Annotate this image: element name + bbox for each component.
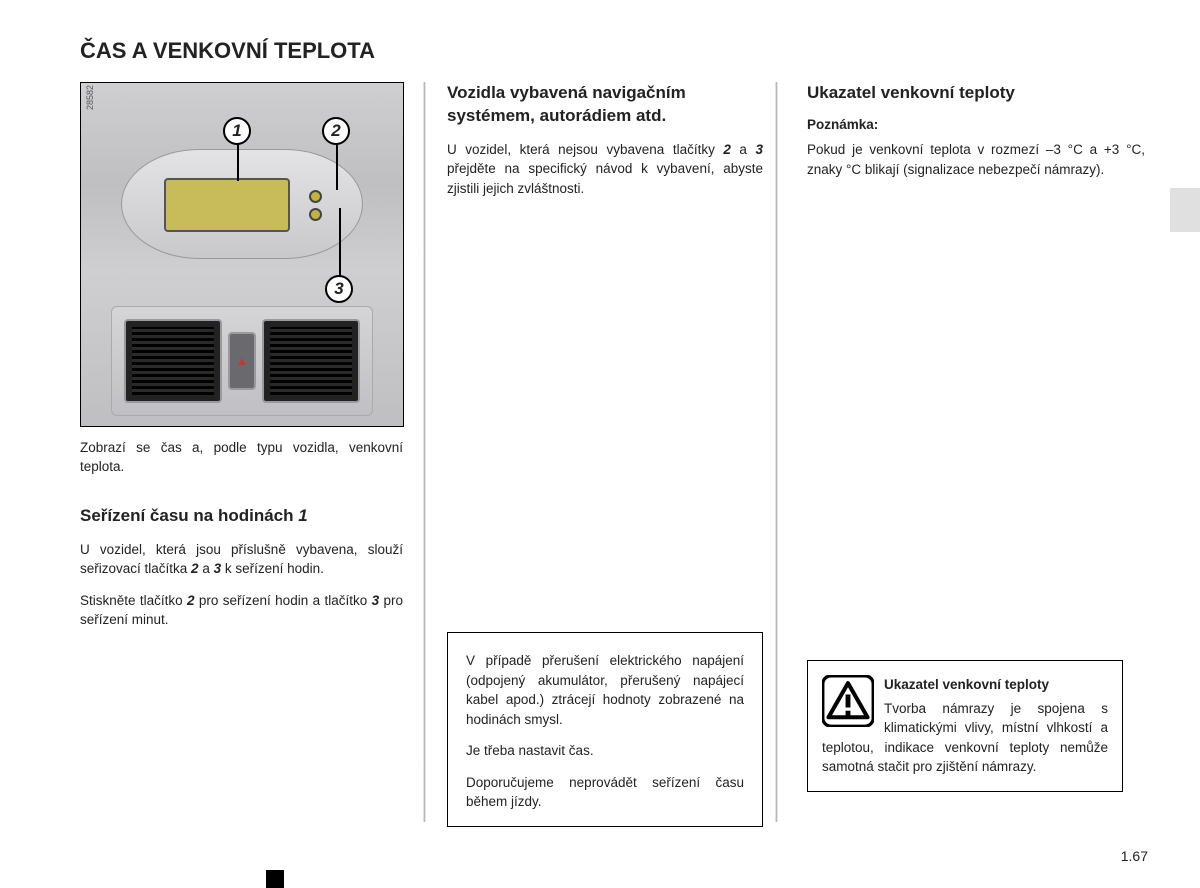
column-1: 28582 ▲ 1 2 3 Zobraz [80, 82, 425, 642]
leader-line-2 [336, 141, 338, 190]
info-box-power: V případě přerušení elektrického napájen… [447, 632, 763, 827]
display-bezel [121, 149, 363, 259]
clock-display [164, 178, 290, 232]
leader-line-3 [339, 208, 341, 278]
info-p1: V případě přerušení elektrického napájen… [466, 651, 744, 729]
figure-id-label: 28582 [85, 85, 95, 110]
note-body: Pokud je venkovní teplota v rozmezí –3 °… [807, 140, 1145, 179]
footer-black-marker [266, 870, 284, 888]
p-press-button: Stiskněte tlačítko 2 pro seřízení hodin … [80, 591, 403, 630]
t: přejděte na specifický návod k vybavení,… [447, 161, 763, 196]
column-divider-2 [775, 82, 778, 822]
p-clock-buttons: U vozidel, která jsou příslušně vybavena… [80, 540, 403, 579]
heading-outdoor-temp: Ukazatel venkovní teploty [807, 82, 1145, 105]
vent-left [124, 319, 222, 403]
dashboard-figure: 28582 ▲ 1 2 3 [80, 82, 404, 427]
adjust-button-top [309, 190, 322, 203]
t: pro seřízení hodin a tlačítko [195, 593, 372, 608]
num-2: 2 [187, 593, 195, 608]
callout-2: 2 [322, 117, 350, 145]
num-2: 2 [723, 142, 731, 157]
t: a [199, 561, 214, 576]
vent-right [262, 319, 360, 403]
column-3: Ukazatel venkovní teploty Poznámka: Poku… [785, 82, 1145, 642]
num-3: 3 [214, 561, 222, 576]
callout-1: 1 [223, 117, 251, 145]
note-label: Poznámka: [807, 117, 1145, 132]
num-3: 3 [755, 142, 763, 157]
heading-clock-text: Seřízení času na hodinách [80, 506, 298, 525]
hazard-button: ▲ [228, 332, 256, 391]
page-title: ČAS A VENKOVNÍ TEPLOTA [80, 38, 1150, 64]
info-p3: Doporučujeme neprovádět seřízení času bě… [466, 773, 744, 812]
page-side-tab [1170, 188, 1200, 232]
heading-clock-num: 1 [298, 506, 307, 525]
heading-nav-system: Vozidla vybavená navigačním systémem, au… [447, 82, 763, 128]
num-3: 3 [372, 593, 380, 608]
page-number: 1.67 [1121, 848, 1148, 864]
info-p2: Je třeba nastavit čas. [466, 741, 744, 761]
figure-caption: Zobrazí se čas a, podle typu vozidla, ve… [80, 439, 403, 477]
leader-line-1 [237, 141, 239, 181]
heading-clock-setup: Seřízení času na hodinách 1 [80, 505, 403, 528]
t: Stiskněte tlačítko [80, 593, 187, 608]
num-2: 2 [191, 561, 199, 576]
t: a [731, 142, 756, 157]
callout-3: 3 [325, 275, 353, 303]
warning-box-frost: Ukazatel venkovní teploty Tvorba námrazy… [807, 660, 1123, 792]
t: k seřízení hodin. [221, 561, 324, 576]
column-2: Vozidla vybavená navigačním systémem, au… [425, 82, 785, 642]
air-vents: ▲ [111, 306, 373, 416]
adjust-button-bottom [309, 208, 322, 221]
t: U vozidel, která nejsou vybavena tlačítk… [447, 142, 723, 157]
p-nav-system: U vozidel, která nejsou vybavena tlačítk… [447, 140, 763, 199]
warning-triangle-icon [822, 675, 874, 727]
